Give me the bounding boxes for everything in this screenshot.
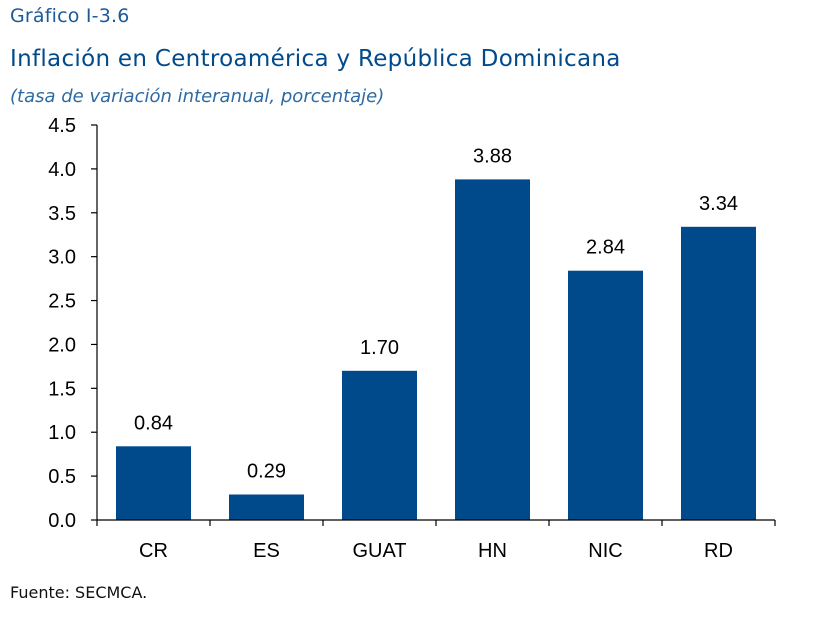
y-tick-label: 3.5 xyxy=(48,203,76,225)
bar-guat xyxy=(342,370,417,520)
bar-cr xyxy=(116,446,191,520)
x-tick-label: RD xyxy=(704,540,733,562)
bar-nic xyxy=(568,270,643,520)
x-tick-label: HN xyxy=(478,540,507,562)
y-tick-label: 3.0 xyxy=(48,247,76,269)
source-note: Fuente: SECMCA. xyxy=(10,583,148,602)
bar-hn xyxy=(455,179,530,520)
x-tick-label: ES xyxy=(253,540,280,562)
chart-title: Inflación en Centroamérica y República D… xyxy=(10,46,621,72)
data-label: 0.84 xyxy=(134,412,173,434)
y-tick-label: 4.0 xyxy=(48,159,76,181)
data-label: 2.84 xyxy=(586,237,625,259)
data-label: 1.70 xyxy=(360,337,399,359)
y-tick-label: 2.5 xyxy=(48,291,76,313)
y-tick-label: 4.5 xyxy=(48,115,76,137)
bar-rd xyxy=(681,226,756,521)
figure-label: Gráfico I-3.6 xyxy=(10,5,130,27)
y-tick-label: 0.0 xyxy=(48,510,76,532)
bar-es xyxy=(229,494,304,520)
data-label: 3.34 xyxy=(699,193,738,215)
data-label: 0.29 xyxy=(247,461,286,483)
x-tick-label: GUAT xyxy=(352,540,406,562)
chart-subtitle: (tasa de variación interanual, porcentaj… xyxy=(10,86,385,107)
y-tick-label: 0.5 xyxy=(48,466,76,488)
y-tick-label: 1.5 xyxy=(48,378,76,400)
y-tick-label: 1.0 xyxy=(48,422,76,444)
x-tick-label: CR xyxy=(139,540,168,562)
data-label: 3.88 xyxy=(473,145,512,167)
x-tick-label: NIC xyxy=(588,540,622,562)
y-tick-label: 2.0 xyxy=(48,334,76,356)
